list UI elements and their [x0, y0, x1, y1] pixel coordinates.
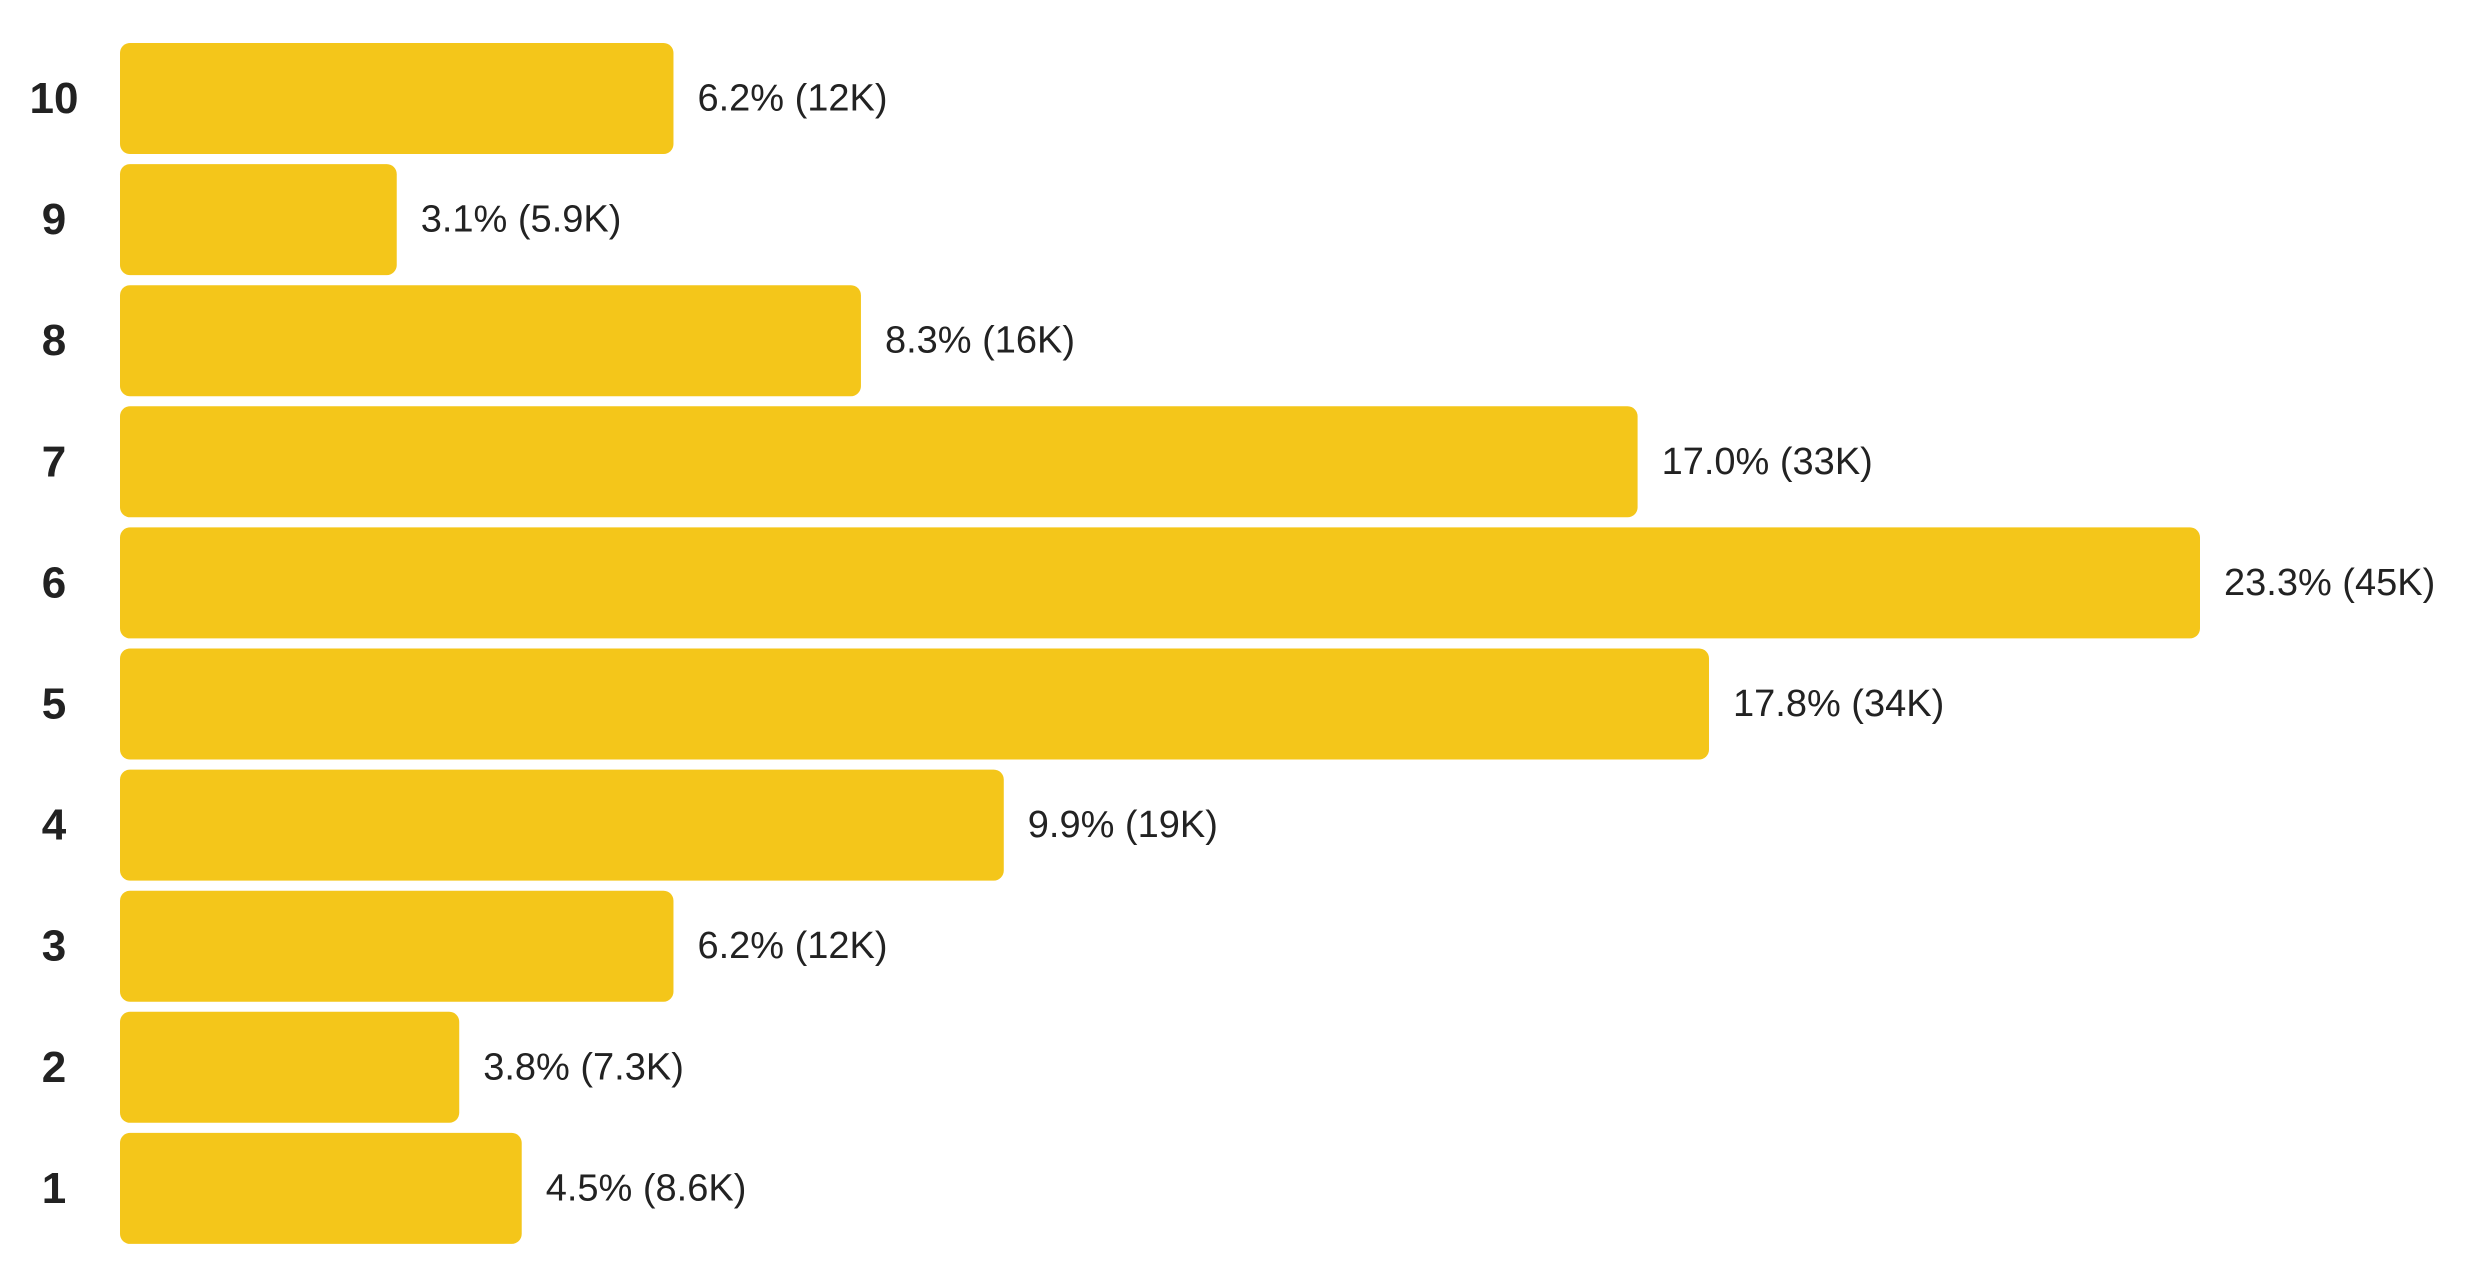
data-label: 6.2% (12K) [697, 925, 887, 967]
category-label: 10 [30, 74, 79, 123]
category-label: 7 [42, 437, 66, 486]
bar-rating-10 [120, 43, 674, 154]
category-label: 9 [42, 195, 66, 244]
bar-rating-8 [120, 285, 861, 397]
bar-rating-5 [120, 648, 1710, 760]
data-label: 23.3% (45K) [2224, 562, 2435, 604]
data-label: 3.8% (7.3K) [483, 1046, 684, 1088]
data-label: 17.8% (34K) [1733, 683, 1944, 725]
bar-rating-2 [120, 1011, 460, 1123]
category-label: 6 [42, 558, 66, 607]
bar-rating-3 [120, 890, 674, 1002]
data-label: 6.2% (12K) [697, 78, 887, 120]
bar-rating-7 [120, 406, 1638, 518]
bar-rating-9 [120, 164, 397, 276]
data-label: 8.3% (16K) [885, 320, 1075, 362]
category-label: 1 [42, 1164, 66, 1213]
category-label: 3 [42, 922, 66, 971]
bar-rating-1 [120, 1132, 522, 1244]
category-label: 5 [42, 680, 66, 729]
data-label: 9.9% (19K) [1028, 804, 1218, 846]
data-label: 3.1% (5.9K) [421, 199, 622, 241]
bar-rating-6 [120, 527, 2200, 639]
category-label: 4 [42, 801, 67, 850]
data-label: 17.0% (33K) [1662, 441, 1873, 483]
bar-rating-4 [120, 769, 1004, 881]
category-label: 2 [42, 1043, 66, 1092]
category-label: 8 [42, 316, 66, 365]
data-label: 4.5% (8.6K) [546, 1167, 747, 1209]
